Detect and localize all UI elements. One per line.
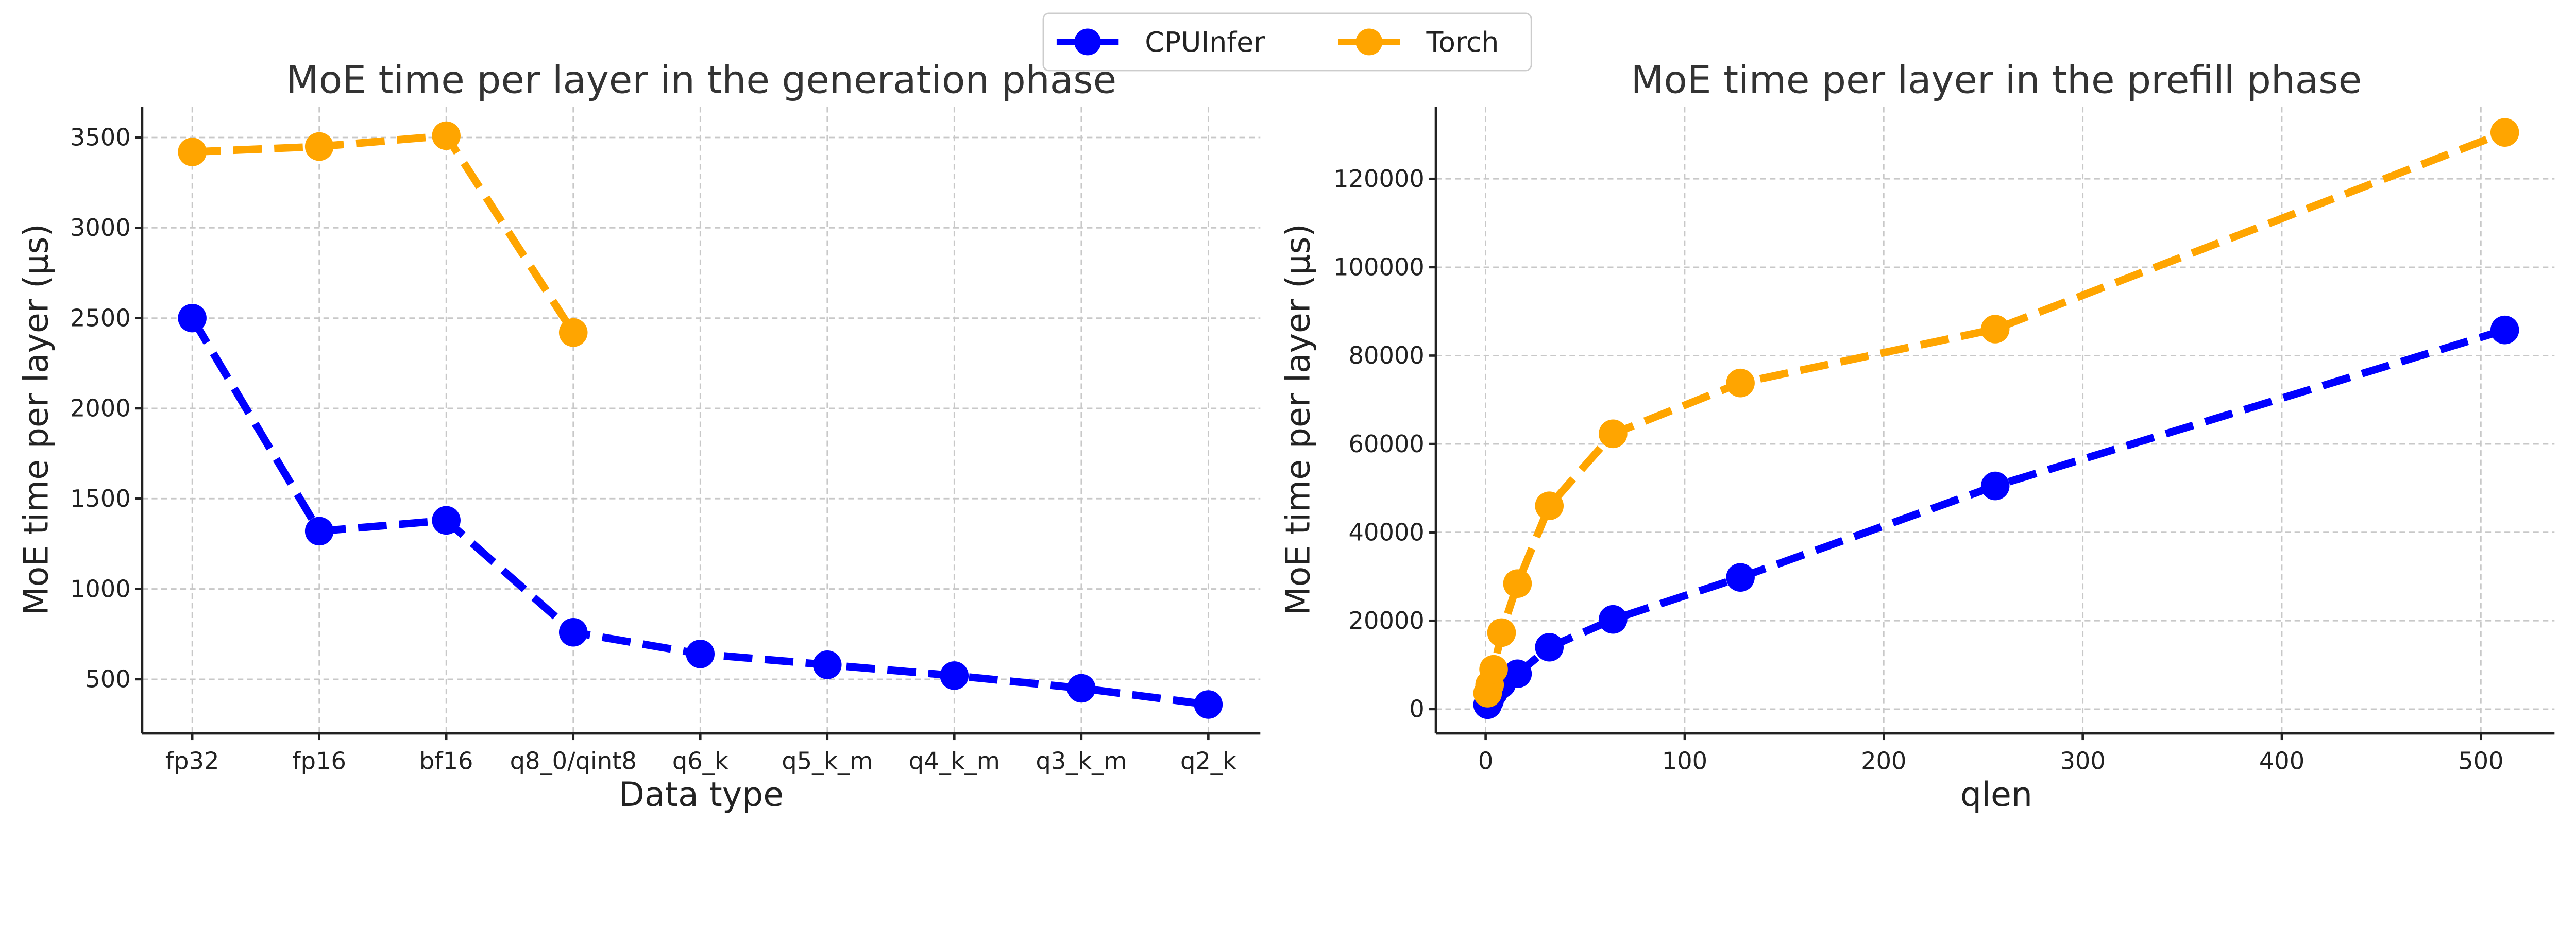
- figure: CPUInfer Torch MoE time per layer in the…: [18, 12, 2555, 814]
- x-tick-label: 300: [2060, 747, 2105, 775]
- x-tick-label: fp32: [165, 747, 219, 775]
- prefill-chart: MoE time per layer in the prefill phase …: [1279, 58, 2555, 814]
- data-point-cpuinfer: [178, 303, 207, 333]
- data-point-cpuinfer: [558, 617, 588, 647]
- y-axis-label: MoE time per layer (µs): [1279, 224, 1318, 615]
- data-point-torch: [1726, 368, 1755, 398]
- y-tick-label: 100000: [1333, 253, 1425, 281]
- x-tick-label: q4_k_m: [909, 747, 1000, 775]
- data-point-cpuinfer: [304, 517, 334, 546]
- data-point-torch: [178, 138, 207, 166]
- legend-label-cpuinfer: CPUInfer: [1145, 26, 1265, 58]
- data-point-torch: [1980, 315, 2010, 344]
- x-axis-label: Data type: [619, 776, 784, 814]
- x-tick-label: 500: [2458, 747, 2503, 775]
- x-tick-label: 0: [1478, 747, 1493, 775]
- chart-title: MoE time per layer in the generation pha…: [286, 58, 1116, 102]
- data-point-torch: [432, 121, 461, 150]
- data-point-cpuinfer: [686, 640, 715, 668]
- x-tick-label: q6_k: [672, 747, 728, 775]
- data-point-torch: [558, 318, 588, 347]
- data-point-cpuinfer: [1503, 659, 1532, 689]
- data-point-cpuinfer: [1599, 605, 1628, 634]
- data-point-torch: [1479, 655, 1508, 684]
- x-tick-label: fp16: [292, 747, 346, 775]
- x-tick-label: bf16: [419, 747, 473, 775]
- y-tick-label: 3500: [70, 124, 131, 151]
- y-tick-label: 120000: [1333, 165, 1425, 193]
- data-point-cpuinfer: [940, 661, 969, 690]
- x-tick-label: 200: [1861, 747, 1906, 775]
- x-axis-label: qlen: [1960, 776, 2032, 814]
- x-tick-label: q8_0/qint8: [510, 747, 637, 775]
- legend-label-torch: Torch: [1426, 26, 1499, 58]
- legend-marker-cpuinfer: [1074, 28, 1101, 56]
- x-tick-label: q2_k: [1180, 747, 1236, 775]
- data-point-torch: [304, 132, 334, 161]
- data-point-cpuinfer: [2490, 315, 2519, 345]
- data-point-cpuinfer: [1535, 632, 1564, 662]
- x-tick-label: q5_k_m: [782, 747, 873, 775]
- y-tick-label: 2000: [70, 394, 131, 422]
- data-point-cpuinfer: [432, 506, 461, 535]
- y-tick-label: 80000: [1349, 341, 1425, 369]
- y-tick-label: 40000: [1349, 518, 1425, 546]
- data-point-cpuinfer: [812, 650, 842, 679]
- data-point-torch: [1503, 569, 1532, 598]
- y-tick-label: 500: [85, 665, 130, 693]
- y-tick-label: 20000: [1349, 607, 1425, 634]
- legend-box: [1042, 12, 1532, 72]
- series-line-torch: [192, 131, 577, 335]
- generation-chart: MoE time per layer in the generation pha…: [18, 58, 1261, 814]
- chart-title: MoE time per layer in the prefill phase: [1631, 58, 2362, 102]
- data-point-cpuinfer: [1194, 690, 1223, 719]
- series-line-cpuinfer: [1484, 326, 2506, 707]
- y-tick-label: 2500: [70, 304, 131, 332]
- data-point-cpuinfer: [1726, 563, 1755, 592]
- data-point-torch: [1535, 491, 1564, 520]
- y-tick-label: 1500: [70, 485, 131, 512]
- y-tick-label: 60000: [1349, 430, 1425, 458]
- y-tick-label: 0: [1409, 695, 1424, 723]
- data-point-cpuinfer: [1980, 471, 2010, 501]
- data-point-cpuinfer: [1067, 674, 1096, 703]
- y-axis-label: MoE time per layer (µs): [18, 224, 56, 615]
- x-tick-label: 400: [2259, 747, 2304, 775]
- legend-marker-torch: [1355, 28, 1383, 56]
- x-tick-label: 100: [1662, 747, 1707, 775]
- y-tick-label: 1000: [70, 575, 131, 603]
- x-tick-label: q3_k_m: [1036, 747, 1127, 775]
- data-point-torch: [1487, 618, 1516, 647]
- data-point-torch: [2490, 118, 2519, 147]
- data-point-torch: [1599, 419, 1628, 449]
- y-tick-label: 3000: [70, 214, 131, 242]
- legend: CPUInfer Torch: [1042, 12, 1532, 72]
